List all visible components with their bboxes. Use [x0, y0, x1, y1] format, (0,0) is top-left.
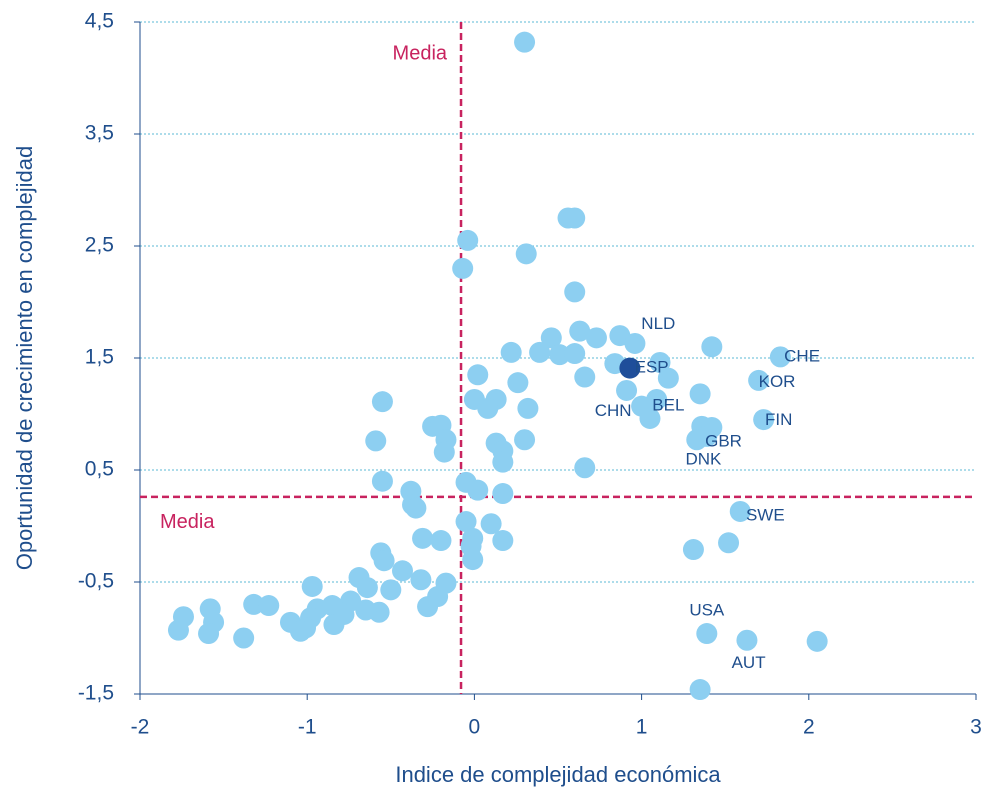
point [564, 207, 586, 229]
x-tick-label: 1 [636, 716, 648, 739]
x-tick-label: -1 [298, 716, 317, 739]
mean-x-label: Media [393, 42, 448, 64]
point [585, 327, 607, 349]
annotation: CHN [595, 401, 632, 420]
point [467, 364, 489, 386]
point [243, 593, 265, 615]
point [233, 627, 255, 649]
point [301, 575, 323, 597]
x-tick-label: -2 [131, 716, 150, 739]
point [616, 379, 638, 401]
point [412, 527, 434, 549]
point [356, 577, 378, 599]
point [365, 430, 387, 452]
point [514, 429, 536, 451]
point [549, 344, 571, 366]
point [806, 630, 828, 652]
point [290, 620, 312, 642]
point [462, 549, 484, 571]
y-tick-label: -1,5 [78, 682, 114, 705]
annotation: FIN [765, 410, 792, 429]
point [529, 341, 551, 363]
annotation: DNK [686, 449, 723, 468]
point [392, 560, 414, 582]
point [167, 619, 189, 641]
point [718, 532, 740, 554]
point [753, 409, 775, 431]
x-axis-label: Indice de complejidad económica [395, 762, 721, 787]
point [507, 372, 529, 394]
point [433, 441, 455, 463]
x-tick-label: 3 [970, 716, 982, 739]
point [689, 679, 711, 701]
y-axis-label: Oportunidad de crecimiento en complejida… [12, 146, 37, 570]
point [574, 366, 596, 388]
point [736, 629, 758, 651]
point [410, 569, 432, 591]
point [492, 483, 514, 505]
point [417, 596, 439, 618]
point [355, 599, 377, 621]
point [729, 500, 751, 522]
point [682, 539, 704, 561]
y-tick-label: 0,5 [85, 458, 114, 481]
annotation: SWE [746, 505, 785, 524]
annotation: ESP [635, 358, 669, 377]
point [323, 614, 345, 636]
y-tick-label: 2,5 [85, 234, 114, 257]
y-tick-label: 1,5 [85, 346, 114, 369]
point [624, 332, 646, 354]
point [686, 429, 708, 451]
annotation: GBR [705, 431, 742, 450]
point [380, 579, 402, 601]
point [619, 357, 641, 379]
point [430, 530, 452, 552]
point [569, 320, 591, 342]
point [517, 397, 539, 419]
point [500, 341, 522, 363]
point [477, 397, 499, 419]
point [492, 451, 514, 473]
point [564, 281, 586, 303]
point [564, 343, 586, 365]
y-tick-label: 3,5 [85, 122, 114, 145]
y-tick-label: 4,5 [85, 10, 114, 33]
point [515, 243, 537, 265]
point [639, 407, 661, 429]
point [373, 550, 395, 572]
point [574, 457, 596, 479]
point [540, 327, 562, 349]
point [467, 479, 489, 501]
point [258, 595, 280, 617]
point [649, 351, 671, 373]
annotation: NLD [641, 314, 675, 333]
y-tick-label: -0,5 [78, 570, 114, 593]
point [455, 511, 477, 533]
annotation: USA [689, 601, 725, 620]
x-tick-label: 0 [469, 716, 481, 739]
annotation: KOR [759, 372, 796, 391]
point [492, 530, 514, 552]
annotation: AUT [732, 653, 766, 672]
point [514, 31, 536, 53]
point [657, 367, 679, 389]
point [371, 470, 393, 492]
mean-y-label: Media [160, 511, 215, 533]
point [480, 513, 502, 535]
point [748, 369, 770, 391]
point [198, 623, 220, 645]
point [689, 383, 711, 405]
point [457, 229, 479, 251]
annotation: BEL [652, 396, 684, 415]
point [452, 257, 474, 279]
point [405, 497, 427, 519]
point [696, 623, 718, 645]
x-tick-label: 2 [803, 716, 815, 739]
point [371, 391, 393, 413]
point [769, 346, 791, 368]
annotation: CHE [784, 346, 820, 365]
point [701, 336, 723, 358]
